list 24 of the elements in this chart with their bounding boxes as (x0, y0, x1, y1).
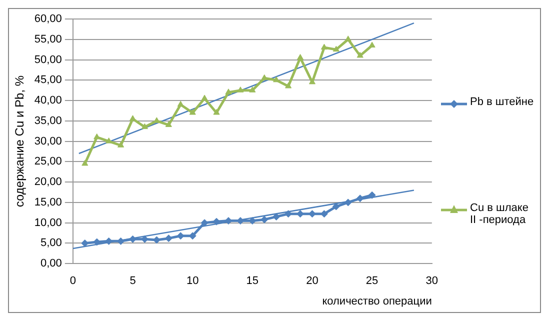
x-tick-label: 5 (130, 275, 136, 288)
y-tick-label: 55,00 (34, 33, 62, 46)
x-tick-label: 20 (306, 275, 318, 288)
y-tick-label: 40,00 (34, 94, 62, 107)
x-tick-label: 30 (426, 275, 438, 288)
x-tick-label: 25 (366, 275, 378, 288)
y-tick-label: 35,00 (34, 114, 62, 127)
x-tick-label: 10 (186, 275, 199, 288)
legend-label: Pb в штейне (470, 96, 534, 108)
y-tick-label: 45,00 (34, 74, 62, 86)
y-tick-label: 0,00 (40, 258, 62, 270)
y-tick-label: 25,00 (34, 156, 62, 168)
y-tick-label: 10,00 (34, 216, 62, 229)
legend-label: Cu в шлаке II -периода (470, 202, 530, 226)
y-tick-label: 20,00 (34, 176, 62, 188)
x-axis-title: количество операции (322, 295, 432, 308)
x-tick-label: 0 (70, 275, 76, 288)
y-axis-title: содержание Cu и Pb, % (12, 75, 27, 208)
y-tick-label: 50,00 (34, 54, 62, 66)
y-tick-label: 5,00 (40, 237, 62, 250)
y-tick-label: 60,00 (34, 13, 62, 26)
y-tick-label: 15,00 (34, 196, 62, 208)
y-tick-label: 30,00 (34, 135, 62, 148)
x-tick-label: 15 (246, 275, 259, 288)
